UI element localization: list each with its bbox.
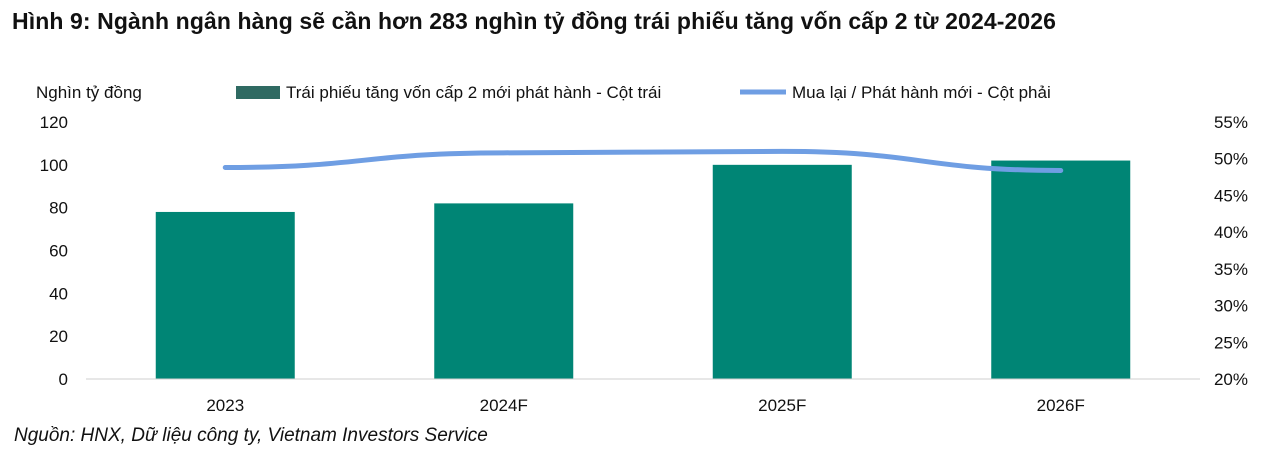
y-left-tick-label: 0 <box>59 370 68 389</box>
y-left-tick-label: 20 <box>49 327 68 346</box>
y-right-tick-label: 45% <box>1214 186 1248 205</box>
y-right-tick-label: 20% <box>1214 370 1248 389</box>
y-left-tick-label: 80 <box>49 199 68 218</box>
source-note: Nguồn: HNX, Dữ liệu công ty, Vietnam Inv… <box>14 425 488 446</box>
x-tick-label: 2024F <box>480 396 528 415</box>
bar <box>991 160 1131 379</box>
bar-series <box>155 160 1131 379</box>
legend-line-label: Mua lại / Phát hành mới - Cột phải <box>792 83 1051 102</box>
chart-title: Hình 9: Ngành ngân hàng sẽ cần hơn 283 n… <box>12 8 1057 34</box>
x-tick-label: 2026F <box>1037 396 1085 415</box>
y-left-tick-label: 120 <box>40 113 68 132</box>
y-right-tick-label: 30% <box>1214 297 1248 316</box>
y-right-tick-label: 40% <box>1214 223 1248 242</box>
bar <box>712 164 852 379</box>
y-right-tick-label: 55% <box>1214 113 1248 132</box>
line-series-path <box>222 148 1064 173</box>
y-left-tick-label: 40 <box>49 284 68 303</box>
x-tick-label: 2023 <box>206 396 244 415</box>
y-left-tick-label: 60 <box>49 242 68 261</box>
bar <box>434 203 574 379</box>
x-tick-labels: 2023 2024F 2025F 2026F <box>206 396 1085 415</box>
y-right-tick-label: 25% <box>1214 333 1248 352</box>
legend: Trái phiếu tăng vốn cấp 2 mới phát hành … <box>236 83 1051 102</box>
y-right-tick-labels: 20% 25% 30% 35% 40% 45% 50% 55% <box>1214 113 1248 389</box>
legend-bar-swatch <box>236 86 280 99</box>
bar <box>155 211 295 379</box>
y-left-unit-label: Nghìn tỷ đồng <box>36 83 142 102</box>
chart: Nghìn tỷ đồng Trái phiếu tăng vốn cấp 2 … <box>36 83 1248 415</box>
y-left-tick-label: 100 <box>40 156 68 175</box>
y-right-tick-label: 35% <box>1214 260 1248 279</box>
y-right-tick-label: 50% <box>1214 150 1248 169</box>
x-tick-label: 2025F <box>758 396 806 415</box>
line-series <box>222 148 1064 173</box>
legend-bar-label: Trái phiếu tăng vốn cấp 2 mới phát hành … <box>286 83 661 102</box>
y-left-tick-labels: 0 20 40 60 80 100 120 <box>40 113 68 389</box>
